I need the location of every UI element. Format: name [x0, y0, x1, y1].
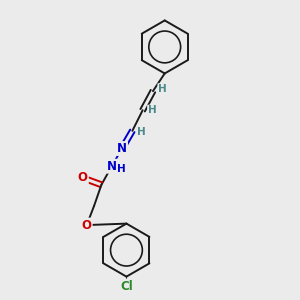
Text: H: H	[158, 84, 167, 94]
Text: H: H	[148, 105, 156, 115]
Text: H: H	[137, 127, 146, 137]
Text: N: N	[117, 142, 127, 155]
Text: Cl: Cl	[120, 280, 133, 292]
Text: O: O	[78, 172, 88, 184]
Text: O: O	[82, 219, 92, 232]
Text: N: N	[107, 160, 117, 173]
Text: H: H	[117, 164, 125, 173]
